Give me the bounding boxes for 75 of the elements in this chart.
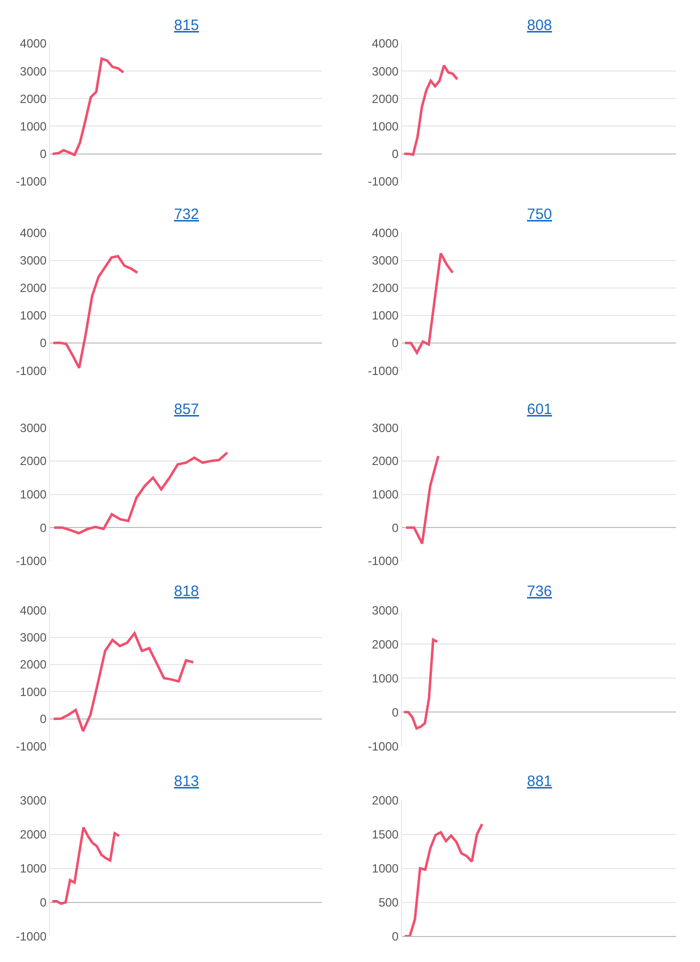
- y-tick-label: 0: [392, 705, 399, 720]
- y-tick-label: 1000: [20, 684, 47, 699]
- y-tick-label: 4000: [372, 36, 399, 51]
- y-tick-label: 3000: [20, 64, 47, 78]
- line-series: [52, 254, 139, 370]
- chart-title: 736: [527, 583, 552, 600]
- y-tick-label: 4000: [20, 603, 47, 618]
- line-series: [404, 454, 440, 545]
- y-tick-label: 0: [40, 712, 47, 726]
- y-tick-label: 1000: [372, 308, 399, 323]
- y-tick-label: -1000: [368, 739, 399, 754]
- y-tick-label: -1000: [368, 554, 399, 568]
- y-tick-label: 0: [40, 895, 47, 910]
- y-tick-label: -1000: [16, 929, 47, 944]
- y-tick-label: 1000: [372, 119, 399, 134]
- y-tick-label: 0: [40, 147, 47, 162]
- y-tick-label: 2000: [372, 92, 399, 106]
- y-tick-label: 4000: [20, 36, 47, 51]
- y-tick-label: 4000: [372, 226, 399, 240]
- y-tick-label: -1000: [368, 174, 399, 189]
- y-tick-label: 0: [40, 336, 47, 350]
- chart-title: 881: [527, 773, 552, 790]
- chart-title: 857: [174, 401, 200, 418]
- y-tick-label: -1000: [16, 364, 47, 378]
- y-tick-label: 0: [392, 520, 399, 535]
- chart-title: 813: [174, 773, 200, 790]
- y-tick-label: 2000: [372, 454, 399, 468]
- y-tick-label: 0: [40, 520, 47, 535]
- y-tick-label: -1000: [368, 364, 399, 378]
- y-tick-label: 3000: [20, 630, 47, 644]
- y-tick-label: 3000: [20, 793, 47, 808]
- y-tick-label: 2000: [20, 827, 47, 842]
- chart-title: 808: [527, 17, 552, 34]
- line-series: [52, 632, 195, 732]
- y-tick-label: 1000: [20, 308, 47, 323]
- y-tick-label: 1000: [372, 671, 399, 686]
- chart-title: 732: [174, 206, 200, 223]
- y-tick-label: 2000: [372, 793, 399, 808]
- line-series: [403, 822, 484, 936]
- y-tick-label: 2000: [20, 281, 47, 296]
- chart-title: 815: [174, 17, 200, 34]
- y-tick-label: 2000: [20, 454, 47, 468]
- y-tick-label: 1000: [372, 861, 399, 876]
- y-tick-label: 4000: [20, 226, 47, 240]
- y-tick-label: 0: [392, 929, 399, 944]
- line-series: [404, 252, 454, 354]
- y-tick-label: 3000: [20, 420, 47, 435]
- y-tick-label: 2000: [372, 637, 399, 652]
- y-tick-label: 3000: [372, 603, 399, 618]
- y-tick-label: 3000: [372, 64, 399, 78]
- y-tick-label: 1000: [20, 488, 47, 502]
- y-tick-label: 2000: [20, 92, 47, 106]
- y-tick-label: -1000: [16, 739, 47, 754]
- y-tick-label: 1000: [20, 861, 47, 876]
- chart-title: 818: [174, 583, 200, 600]
- y-tick-label: 1000: [20, 119, 47, 134]
- line-series: [52, 451, 228, 534]
- y-tick-label: 500: [378, 895, 399, 910]
- line-series: [402, 64, 458, 156]
- line-series: [51, 57, 125, 156]
- y-tick-label: 0: [392, 147, 399, 162]
- y-tick-label: 1500: [372, 827, 399, 842]
- y-tick-label: 3000: [20, 253, 47, 268]
- y-tick-label: 2000: [372, 281, 399, 296]
- line-series: [402, 638, 439, 730]
- line-series: [50, 826, 120, 905]
- y-tick-label: 1000: [372, 488, 399, 502]
- y-tick-label: 3000: [372, 253, 399, 268]
- y-tick-label: 2000: [20, 658, 47, 672]
- chart-title: 601: [527, 401, 552, 418]
- y-tick-label: -1000: [16, 174, 47, 189]
- y-tick-label: 0: [392, 336, 399, 350]
- chart-title: 750: [527, 206, 552, 223]
- y-tick-label: -1000: [16, 554, 47, 568]
- y-tick-label: 3000: [372, 420, 399, 435]
